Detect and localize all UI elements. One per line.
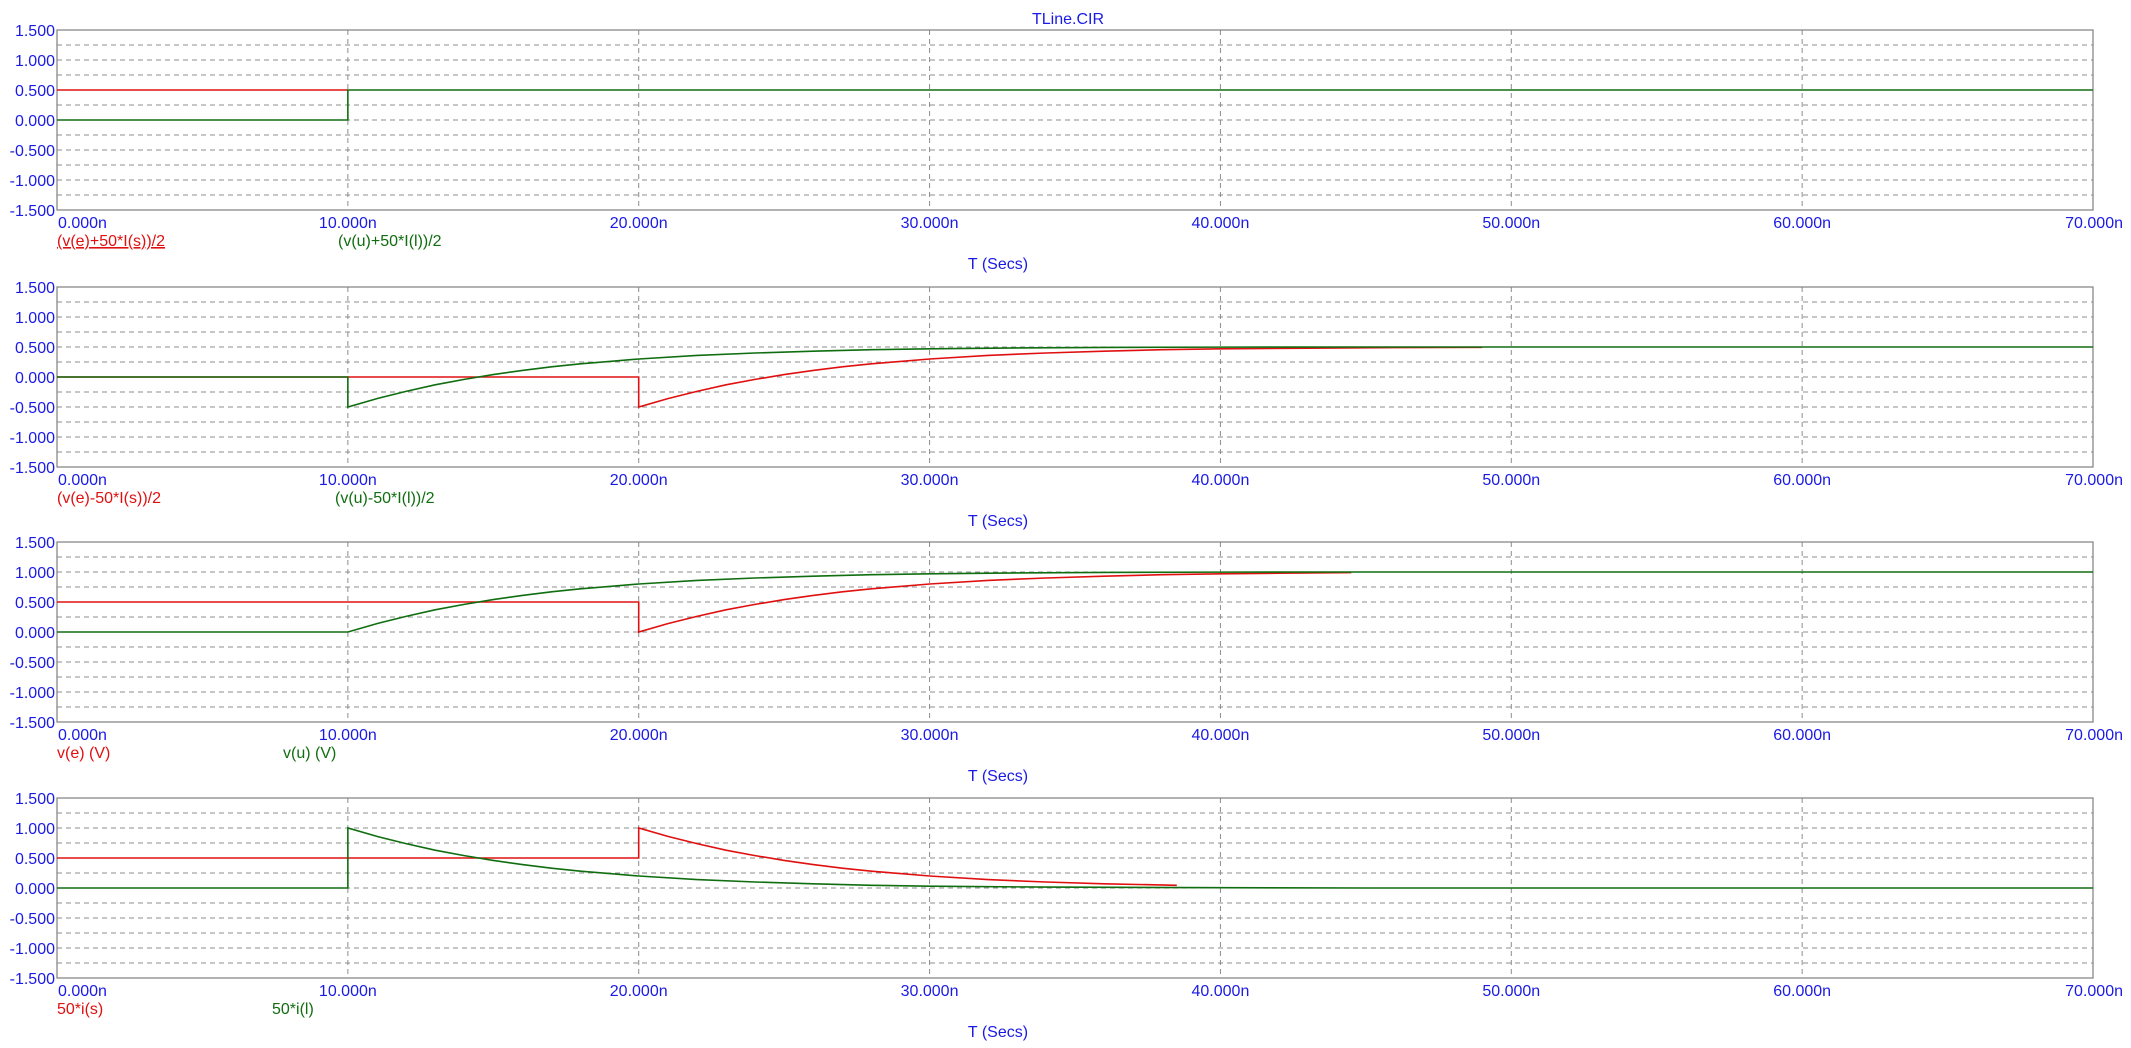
y-tick-label: -1.000 [10,941,55,958]
trace-green [57,89,2093,121]
y-tick-label: -1.500 [10,971,55,988]
legend-label-green[interactable]: (v(u)-50*I(l))/2 [335,490,435,507]
chart-panel-2: 1.500 1.000 0.500 0.000 -0.500 -1.000 -1.5000.… [10,280,2123,530]
x-tick-label: 20.000n [610,983,668,1000]
x-tick-label: 50.000n [1482,983,1540,1000]
y-tick-label: 0.000 [15,625,55,642]
x-tick-label: 30.000n [901,983,959,1000]
x-tick-label: 20.000n [610,727,668,744]
y-tick-label: -1.500 [10,460,55,477]
y-tick-label: 1.500 [15,791,55,808]
horizontal-gridlines [57,44,2093,196]
trace-red [57,346,1483,409]
y-tick-label: 1.500 [15,535,55,552]
y-tick-label: 1.000 [15,565,55,582]
y-tick-label: 1.000 [15,821,55,838]
x-tick-label: 60.000n [1773,983,1831,1000]
y-tick-label: 0.500 [15,83,55,100]
chart-panel-1: 1.500 1.000 0.500 0.000 -0.500 -1.000 -1.5000.… [10,23,2123,273]
x-tick-label: 60.000n [1773,215,1831,232]
legend-label-red[interactable]: (v(e)+50*I(s))/2 [57,233,165,250]
y-tick-label: 0.000 [15,881,55,898]
x-tick-label: 70.000n [2065,727,2123,744]
x-tick-label: 0.000n [58,215,107,232]
y-tick-label: -1.000 [10,173,55,190]
trace-red [57,826,1177,887]
x-tick-label: 0.000n [58,472,107,489]
x-tick-label: 70.000n [2065,983,2123,1000]
chart-panel-3: 1.500 1.000 0.500 0.000 -0.500 -1.000 -1.5000.… [10,535,2123,785]
y-tick-label: 0.500 [15,595,55,612]
x-tick-label: 10.000n [319,215,377,232]
trace-red [57,571,1352,634]
legend-label-green[interactable]: v(u) (V) [283,745,336,762]
x-tick-label: 30.000n [901,472,959,489]
trace-green [57,346,2093,409]
y-tick-label: -0.500 [10,911,55,928]
legend-label-red[interactable]: 50*i(s) [57,1001,103,1018]
x-tick-label: 20.000n [610,215,668,232]
plot-title: TLine.CIR [1032,11,1104,28]
y-tick-label: -1.000 [10,430,55,447]
y-tick-label: 0.500 [15,851,55,868]
x-tick-label: 40.000n [1192,727,1250,744]
y-tick-label: -0.500 [10,143,55,160]
x-tick-label: 30.000n [901,215,959,232]
x-tick-label: 0.000n [58,727,107,744]
y-tick-label: 1.000 [15,53,55,70]
chart-panel-4: 1.500 1.000 0.500 0.000 -0.500 -1.000 -1.5000.… [10,791,2123,1041]
y-tick-label: 1.000 [15,310,55,327]
x-tick-label: 40.000n [1192,983,1250,1000]
x-tick-label: 50.000n [1482,215,1540,232]
x-tick-label: 10.000n [319,472,377,489]
x-tick-label: 60.000n [1773,472,1831,489]
trace-green [57,826,2093,889]
x-tick-label: 40.000n [1192,472,1250,489]
y-tick-label: -1.500 [10,715,55,732]
x-tick-label: 70.000n [2065,472,2123,489]
y-tick-label: 0.000 [15,370,55,387]
legend-label-green[interactable]: 50*i(l) [272,1001,314,1018]
x-tick-label: 30.000n [901,727,959,744]
y-tick-label: 1.500 [15,280,55,297]
trace-green [57,571,2093,633]
y-tick-label: -1.000 [10,685,55,702]
y-tick-label: 0.500 [15,340,55,357]
y-tick-label: 1.500 [15,23,55,40]
x-axis-label: T (Secs) [968,256,1028,273]
y-tick-label: -0.500 [10,400,55,417]
x-tick-label: 60.000n [1773,727,1831,744]
x-tick-label: 50.000n [1482,727,1540,744]
legend-label-red[interactable]: (v(e)-50*I(s))/2 [57,490,161,507]
x-tick-label: 10.000n [319,727,377,744]
y-tick-label: 0.000 [15,113,55,130]
x-axis-label: T (Secs) [968,1024,1028,1041]
y-tick-label: -1.500 [10,203,55,220]
horizontal-gridlines [57,556,2093,708]
x-tick-label: 20.000n [610,472,668,489]
x-tick-label: 40.000n [1192,215,1250,232]
legend-label-red[interactable]: v(e) (V) [57,745,110,762]
x-axis-label: T (Secs) [968,768,1028,785]
x-tick-label: 0.000n [58,983,107,1000]
legend-label-green[interactable]: (v(u)+50*I(l))/2 [338,233,442,250]
y-tick-label: -0.500 [10,655,55,672]
x-axis-label: T (Secs) [968,513,1028,530]
x-tick-label: 50.000n [1482,472,1540,489]
x-tick-label: 70.000n [2065,215,2123,232]
x-tick-label: 10.000n [319,983,377,1000]
horizontal-gridlines [57,301,2093,453]
